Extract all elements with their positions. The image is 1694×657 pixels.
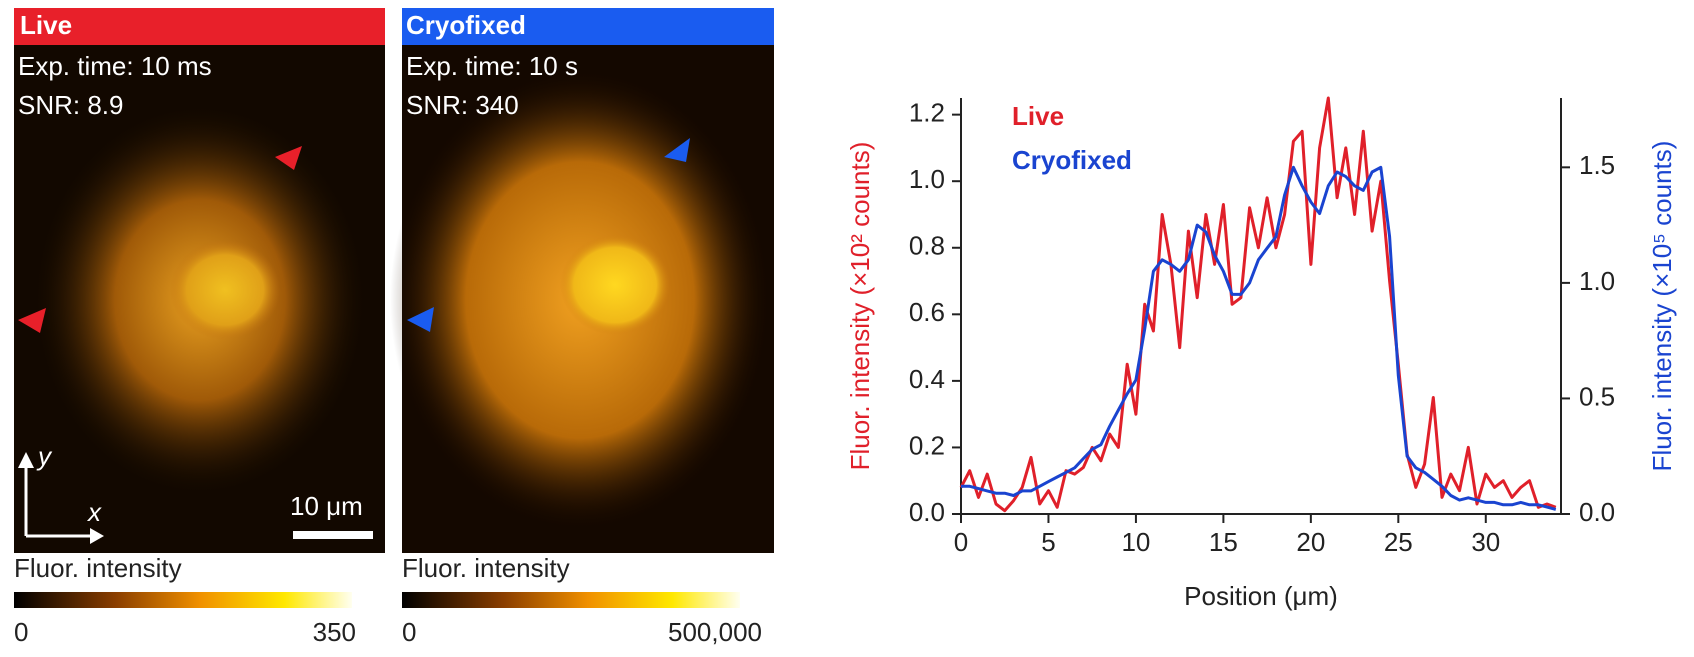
axis-indicator bbox=[24, 465, 92, 538]
line-chart: 0 5 10 15 20 25 30 0.0 0.2 0.4 0.6 0.8 1.0 1.2 0.0 0.5 1… bbox=[845, 96, 1677, 611]
y-axis-label: Fluor. intensity (×10² counts) bbox=[845, 142, 875, 471]
x-tick-label: 20 bbox=[1296, 527, 1325, 557]
x-tick-label: 10 bbox=[1121, 527, 1150, 557]
title-bar bbox=[402, 8, 774, 45]
live-panel: Live Exp. time: 10 ms SNR: 8.9 10 μm y x… bbox=[14, 8, 385, 647]
y-tick-label: 0.0 bbox=[909, 497, 945, 527]
arrow bbox=[18, 452, 34, 468]
colorbar-label: Fluor. intensity bbox=[402, 553, 570, 583]
x-tick-label: 25 bbox=[1384, 527, 1413, 557]
title-bar bbox=[14, 8, 385, 45]
y-tick-label: 0.6 bbox=[909, 297, 945, 327]
exposure: Exp. time: 10 ms bbox=[18, 51, 212, 81]
y-tick-label: 0.4 bbox=[909, 364, 945, 394]
axis-y-label: y bbox=[36, 441, 53, 471]
x-axis-label: Position (μm) bbox=[1184, 581, 1338, 611]
colorbar-min: 0 bbox=[402, 617, 416, 647]
arrowhead bbox=[664, 138, 690, 162]
exposure: Exp. time: 10 s bbox=[406, 51, 578, 81]
y2-axis-label: Fluor. intensity (×10⁵ counts) bbox=[1647, 141, 1677, 472]
legend-entry: Live bbox=[1012, 101, 1064, 131]
arrowhead bbox=[407, 307, 434, 332]
panel-title: Live bbox=[20, 10, 72, 40]
legend-entry: Cryofixed bbox=[1012, 145, 1132, 175]
snr: SNR: 340 bbox=[406, 90, 519, 120]
colorbar-min: 0 bbox=[14, 617, 28, 647]
colorbar bbox=[14, 592, 352, 608]
snr: SNR: 8.9 bbox=[18, 90, 124, 120]
nucleus bbox=[170, 240, 280, 340]
y2-tick-label: 0.0 bbox=[1579, 497, 1615, 527]
y2-tick-label: 1.0 bbox=[1579, 266, 1615, 296]
colorbar-max: 500,000 bbox=[668, 617, 762, 647]
arrow bbox=[90, 528, 104, 544]
panel-title: Cryofixed bbox=[406, 10, 526, 40]
x-tick-label: 5 bbox=[1041, 527, 1055, 557]
scale-bar bbox=[293, 531, 373, 539]
colorbar bbox=[402, 592, 740, 608]
series-line bbox=[959, 96, 1557, 513]
y2-tick-label: 0.5 bbox=[1579, 381, 1615, 411]
y-tick-label: 1.0 bbox=[909, 164, 945, 194]
colorbar-max: 350 bbox=[313, 617, 356, 647]
y-tick-label: 0.8 bbox=[909, 231, 945, 261]
x-tick-label: 0 bbox=[954, 527, 968, 557]
series-line bbox=[961, 165, 1557, 511]
scale-bar-label: 10 μm bbox=[290, 491, 363, 521]
nucleus bbox=[560, 235, 670, 335]
axis-x-label: x bbox=[86, 497, 102, 527]
y-tick-label: 0.2 bbox=[909, 430, 945, 460]
arrowhead bbox=[18, 308, 46, 333]
y-tick-label: 1.2 bbox=[909, 98, 945, 128]
y2-tick-label: 1.5 bbox=[1579, 150, 1615, 180]
cryofixed-panel: Cryofixed Exp. time: 10 s SNR: 340 Fluor… bbox=[390, 8, 774, 647]
x-tick-label: 15 bbox=[1209, 527, 1238, 557]
x-tick-label: 30 bbox=[1471, 527, 1500, 557]
arrowhead bbox=[275, 146, 302, 170]
colorbar-label: Fluor. intensity bbox=[14, 553, 182, 583]
